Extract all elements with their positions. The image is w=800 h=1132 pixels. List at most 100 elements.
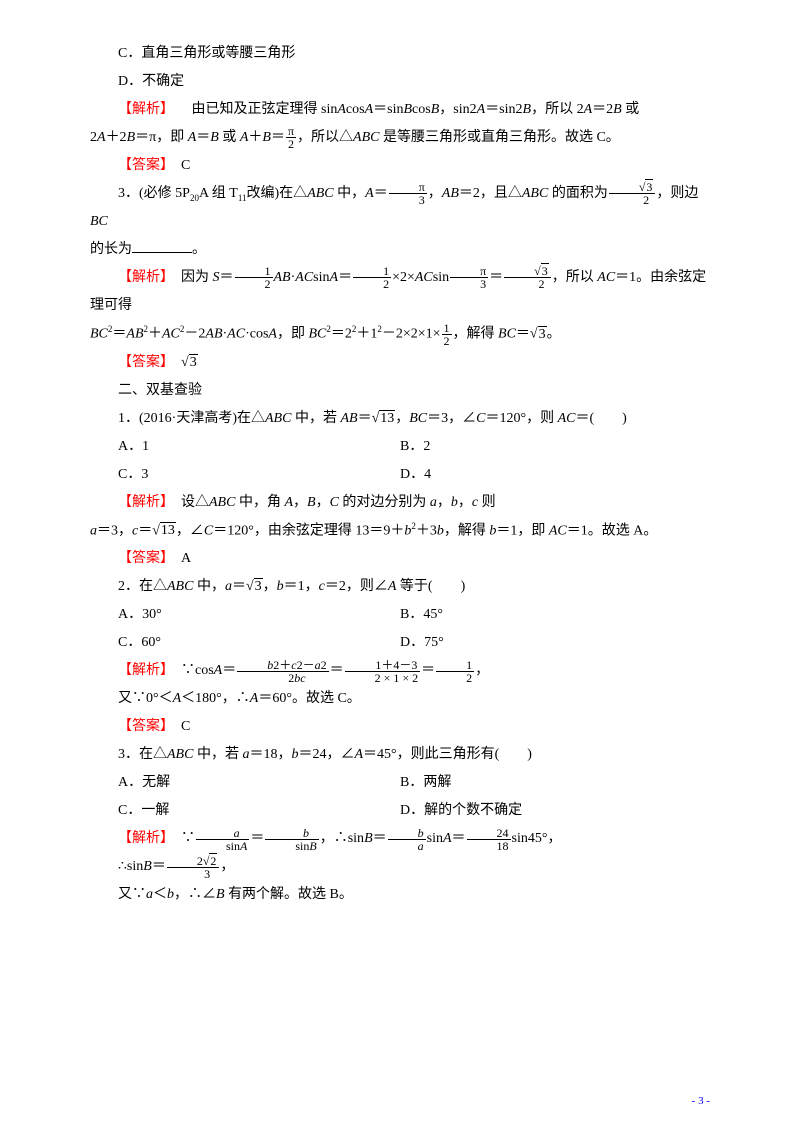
- text: ＝: [489, 270, 503, 285]
- analysis-3-line2: BC2＝AB2＋AC2－2AB·AC·cosA，即 BC2＝22＋12－2×2×…: [90, 320, 710, 349]
- text: ＝2，且△: [459, 186, 522, 201]
- text: ，: [428, 186, 442, 201]
- page-number: - 3 -: [692, 1090, 710, 1112]
- text: ＝120°，则: [485, 411, 557, 426]
- text: ，sin2: [439, 102, 476, 117]
- text: 中，若: [193, 747, 242, 762]
- text: ＝: [374, 186, 388, 201]
- s2-question-2: 2．在△ABC 中，a＝√3，b＝1，c＝2，则∠A 等于( ): [90, 573, 710, 601]
- choice-c: C．60°: [90, 629, 400, 657]
- text: ＝120°，由余弦定理得 13＝9＋: [213, 523, 404, 538]
- text: ，解得: [444, 523, 490, 538]
- analysis-label: 【解析】: [118, 102, 174, 117]
- analysis-label: 【解析】: [118, 495, 167, 510]
- text: 等于( ): [396, 579, 465, 594]
- choice-d: D．解的个数不确定: [400, 797, 710, 825]
- frac-b-a: ba: [388, 827, 426, 852]
- choice-d: D．4: [400, 461, 710, 489]
- frac-1-2c: 12: [442, 322, 452, 347]
- text: 则: [478, 495, 496, 510]
- text: ＋2: [106, 130, 127, 145]
- answer-1: 【答案】 C: [90, 152, 710, 180]
- text: ＝2，则∠: [325, 579, 388, 594]
- analysis-1-line2: 2A＋2B＝π，即 A＝B 或 A＋B＝π2，所以△ABC 是等腰三角形或直角三…: [90, 124, 710, 152]
- text: ＝1。故选 A。: [567, 523, 658, 538]
- text: ＋1: [356, 327, 377, 342]
- text: ＝: [452, 831, 466, 846]
- choice-c: C．一解: [90, 797, 400, 825]
- text: ＜180°，∴: [181, 691, 250, 706]
- text: ，: [475, 663, 489, 678]
- analysis-label: 【解析】: [118, 831, 167, 846]
- s2-question-3: 3．在△ABC 中，若 a＝18，b＝24，∠A＝45°，则此三角形有( ): [90, 741, 710, 769]
- blank-field: [132, 238, 192, 253]
- text: ＝: [138, 523, 152, 538]
- frac-cos: b2＋c2－a22bc: [237, 659, 328, 684]
- text: －2×2×1×: [382, 327, 441, 342]
- text: ＝: [232, 579, 246, 594]
- question-3-line2: 的长为。: [90, 236, 710, 264]
- choice-c: C．3: [90, 461, 400, 489]
- text: ＝: [220, 270, 234, 285]
- s2-analysis-3-line3: 又∵a＜b，∴∠B 有两个解。故选 B。: [90, 881, 710, 909]
- text: ＝: [196, 130, 210, 145]
- text: 的长为: [90, 242, 132, 257]
- text: [167, 355, 181, 370]
- text: ，则边: [656, 186, 698, 201]
- frac-2sqrt2-3: 2√23: [167, 855, 220, 880]
- text: 有两个解。故选 B。: [225, 887, 353, 902]
- text: ＝( ): [575, 411, 626, 426]
- text: ＝1，即: [496, 523, 549, 538]
- text: ＝: [271, 130, 285, 145]
- text: ＋: [148, 327, 162, 342]
- text: 设△: [167, 495, 209, 510]
- text: ，: [316, 495, 330, 510]
- text: 或: [622, 102, 640, 117]
- text: A: [167, 551, 191, 566]
- text: ＝2: [331, 327, 352, 342]
- choice-b: B．两解: [400, 769, 710, 797]
- text: ，所以: [552, 270, 598, 285]
- document-page: C．直角三角形或等腰三角形 D．不确定 【解析】 由已知及正弦定理得 sinAc…: [0, 0, 800, 1132]
- text: sin45°，: [512, 831, 562, 846]
- text: ＝60°。故选 C。: [258, 691, 360, 706]
- sqrt-3: 3: [254, 578, 263, 594]
- text: ＝: [330, 663, 344, 678]
- text: ，∴sin: [320, 831, 364, 846]
- text: cos: [412, 102, 431, 117]
- choice-row: C．一解 D．解的个数不确定: [90, 797, 710, 825]
- s2-analysis-3-line2: ∴sinB＝2√23，: [90, 853, 710, 881]
- choice-row: A．30° B．45°: [90, 601, 710, 629]
- text: ＝: [222, 663, 236, 678]
- choice-row: C．60° D．75°: [90, 629, 710, 657]
- text: 3．(必修 5P: [118, 186, 190, 201]
- text: 的对边分别为: [339, 495, 430, 510]
- option-c: C．直角三角形或等腰三角形: [90, 40, 710, 68]
- frac-b-sinB: bsinB: [265, 827, 318, 852]
- text: ，: [458, 495, 472, 510]
- frac-pi-3: π3: [389, 181, 427, 206]
- text: 改编)在△: [247, 186, 308, 201]
- choice-a: A．30°: [90, 601, 400, 629]
- frac-1-2d: 12: [436, 659, 474, 684]
- text: ，∴∠: [174, 887, 216, 902]
- text: ＝3，: [97, 523, 132, 538]
- text: ＝sin: [373, 102, 403, 117]
- answer-3: 【答案】 √3: [90, 349, 710, 377]
- frac-pi-2: π2: [286, 125, 296, 150]
- text: ＝sin2: [485, 102, 522, 117]
- frac-24-18: 2418: [467, 827, 511, 852]
- text: 的面积为: [548, 186, 608, 201]
- choice-b: B．45°: [400, 601, 710, 629]
- text: ，: [395, 411, 409, 426]
- sqrt-13: 13: [379, 410, 395, 426]
- text: ＝: [516, 327, 530, 342]
- sqrt-13: 13: [160, 522, 176, 538]
- text: ＝π，即: [135, 130, 188, 145]
- text: ＝1，: [284, 579, 319, 594]
- frac-1-2b: 12: [353, 265, 391, 290]
- answer-label: 【答案】: [118, 158, 167, 173]
- text: 因为: [167, 270, 213, 285]
- text: ＝18，: [249, 747, 291, 762]
- sub: 11: [238, 193, 247, 203]
